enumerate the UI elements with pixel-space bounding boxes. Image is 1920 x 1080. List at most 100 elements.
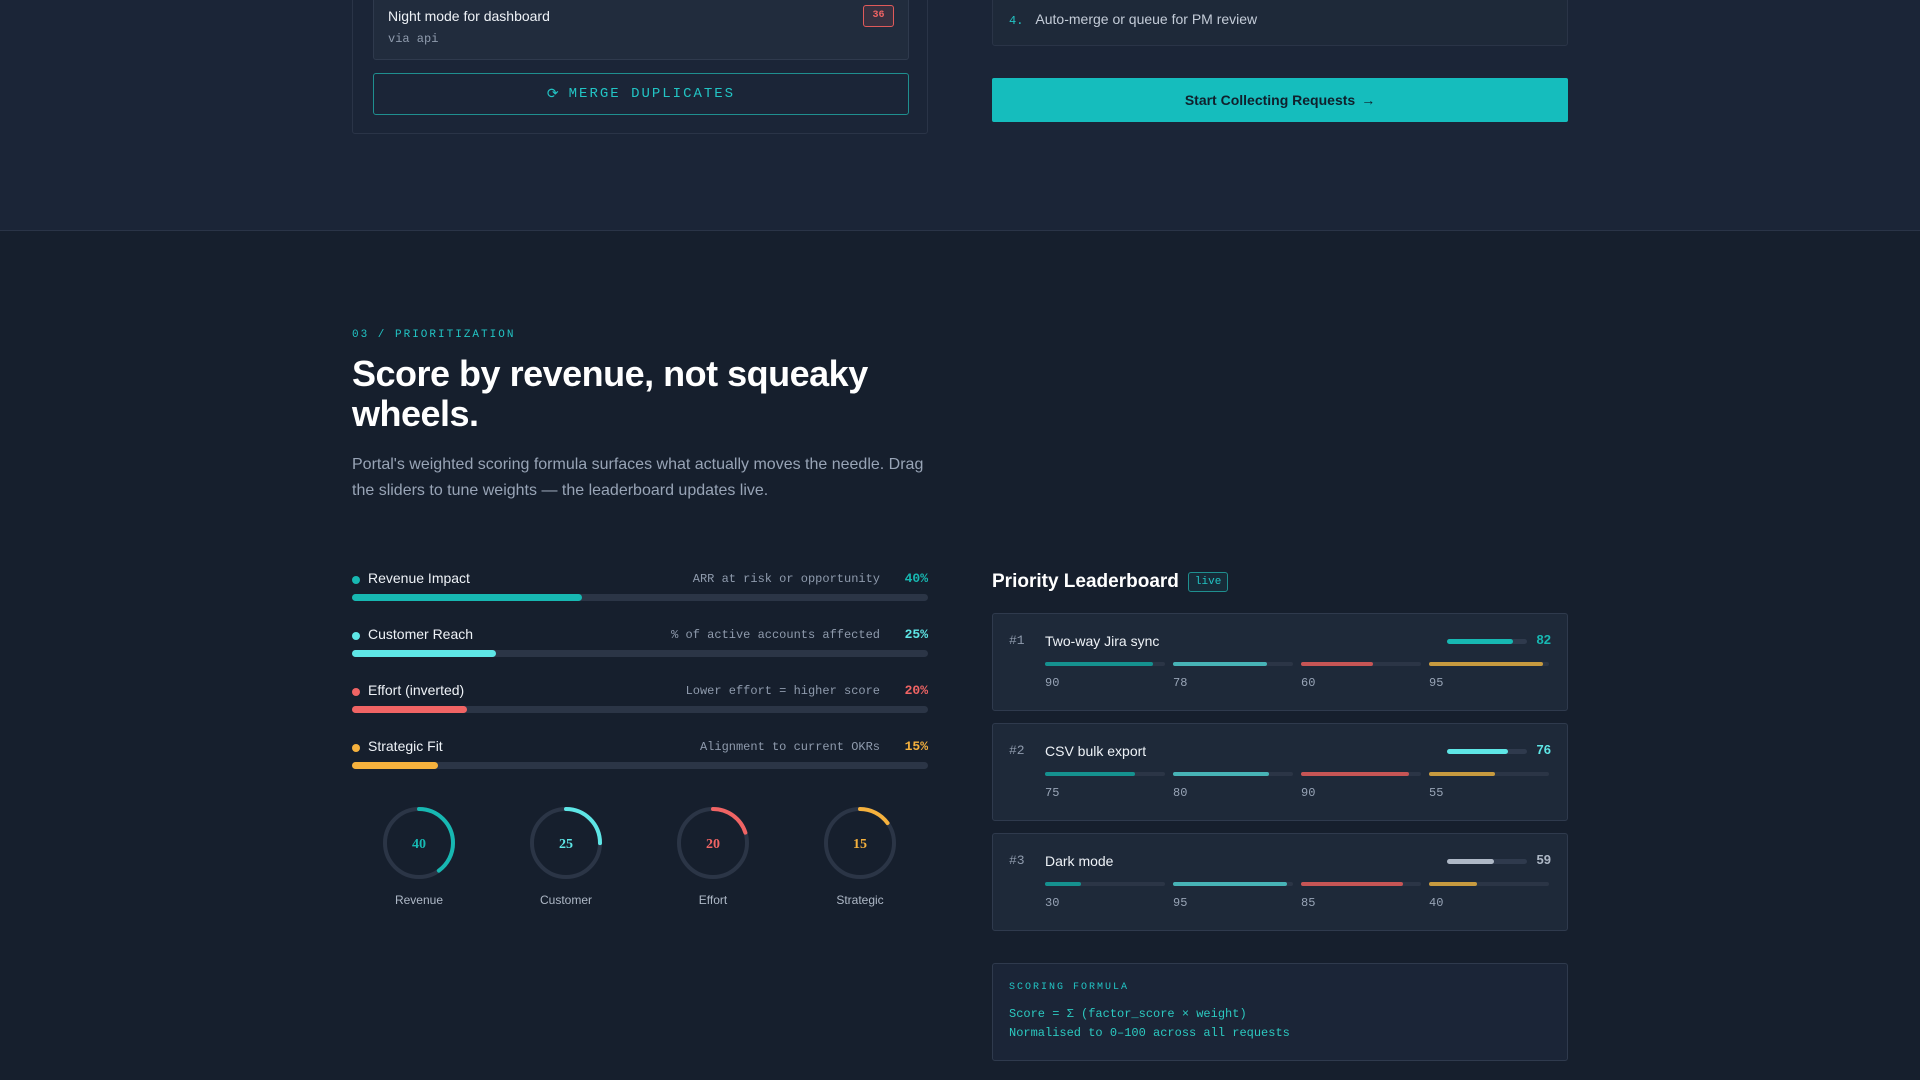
slider-track[interactable]	[352, 762, 928, 769]
start-collecting-label: Start Collecting Requests	[1184, 92, 1356, 108]
factor-bar-fill	[1173, 662, 1267, 666]
score-bar	[1447, 749, 1527, 754]
formula-line: Normalised to 0–100 across all requests	[1009, 1026, 1290, 1040]
customer-dot-icon	[352, 632, 360, 640]
rank-label: #3	[1009, 853, 1025, 868]
section-title: Score by revenue, not squeaky wheels.	[352, 353, 868, 434]
gauge-value: 25	[559, 837, 573, 852]
factor-customer: 95	[1173, 882, 1293, 910]
effort-dot-icon	[352, 688, 360, 696]
section-eyebrow: 03 / PRIORITIZATION	[352, 329, 516, 341]
factor-revenue: 30	[1045, 882, 1165, 910]
step-text: Auto-merge or queue for PM review	[1035, 11, 1258, 27]
gauge-label: Customer	[539, 893, 592, 907]
score-value: 76	[1536, 742, 1551, 757]
factor-strategic: 95	[1429, 662, 1549, 690]
slider-hint: % of active accounts affected	[671, 628, 880, 642]
merge-duplicates-button[interactable]: ⟳ MERGE DUPLICATES	[373, 73, 909, 115]
factor-bar-fill	[1301, 882, 1403, 886]
arrow-right-icon: →	[1361, 92, 1376, 108]
slider-track[interactable]	[352, 650, 928, 657]
request-name: Two-way Jira sync	[1045, 633, 1160, 649]
leaderboard-row[interactable]: #1 Two-way Jira sync 82 90 78 60 95	[992, 613, 1568, 711]
factor-effort: 85	[1301, 882, 1421, 910]
factor-strategic: 55	[1429, 772, 1549, 800]
weight-slider-revenue: Revenue Impact ARR at risk or opportunit…	[352, 570, 928, 610]
factor-effort: 90	[1301, 772, 1421, 800]
slider-percent: 20%	[904, 683, 928, 698]
slider-label: Effort (inverted)	[368, 682, 465, 698]
factor-value: 95	[1173, 896, 1188, 910]
gauge-strategic: 15 Strategic	[810, 805, 910, 915]
factor-value: 78	[1173, 676, 1188, 690]
factor-revenue: 75	[1045, 772, 1165, 800]
slider-hint: ARR at risk or opportunity	[692, 572, 880, 586]
step-number: 4.	[1009, 14, 1024, 28]
factor-bar	[1045, 772, 1165, 776]
gauge-ring: 15	[824, 807, 896, 879]
score-bar-fill	[1447, 749, 1508, 754]
gauge-ring: 40	[383, 807, 455, 879]
slider-fill	[352, 762, 439, 769]
leaderboard-row[interactable]: #2 CSV bulk export 76 75 80 90 55	[992, 723, 1568, 821]
gauge-value: 40	[412, 837, 426, 852]
slider-label: Strategic Fit	[368, 738, 443, 754]
factor-value: 30	[1045, 896, 1060, 910]
start-collecting-button[interactable]: Start Collecting Requests →	[992, 78, 1568, 122]
leaderboard-row[interactable]: #3 Dark mode 59 30 95 85 40	[992, 833, 1568, 931]
factor-value: 60	[1301, 676, 1316, 690]
merge-duplicates-label: MERGE DUPLICATES	[568, 86, 736, 102]
weight-slider-strategic: Strategic Fit Alignment to current OKRs …	[352, 738, 928, 778]
slider-hint: Alignment to current OKRs	[699, 740, 880, 754]
intake-card: Night mode for dashboard via api 36 ⟳ ME…	[352, 0, 928, 134]
request-source: via api	[388, 32, 439, 46]
leaderboard-header: Priority Leaderboard live	[992, 571, 1229, 593]
slider-percent: 15%	[904, 739, 928, 754]
factor-bar-fill	[1429, 882, 1477, 886]
factor-bar-fill	[1045, 772, 1135, 776]
formula-line: Score = Σ (factor_score × weight)	[1009, 1007, 1247, 1021]
gauge-ring: 25	[530, 807, 602, 879]
factor-bar-fill	[1429, 772, 1495, 776]
slider-track[interactable]	[352, 706, 928, 713]
factor-value: 85	[1301, 896, 1316, 910]
factor-bar-fill	[1429, 662, 1543, 666]
gauge-value: 15	[853, 837, 867, 852]
weight-slider-customer: Customer Reach % of active accounts affe…	[352, 626, 928, 666]
previous-section: Night mode for dashboard via api 36 ⟳ ME…	[0, 0, 1920, 231]
request-item[interactable]: Night mode for dashboard via api 36	[373, 0, 909, 60]
refresh-icon: ⟳	[546, 86, 561, 103]
factor-bar-fill	[1045, 882, 1081, 886]
gauge-effort: 20 Effort	[663, 805, 763, 915]
slider-fill	[352, 594, 583, 601]
slider-percent: 40%	[904, 571, 928, 586]
slider-fill	[352, 650, 496, 657]
gauge-label: Effort	[698, 893, 728, 907]
factor-bar	[1429, 882, 1549, 886]
live-badge: live	[1187, 572, 1229, 592]
section-description: Portal's weighted scoring formula surfac…	[352, 456, 924, 499]
gauge-label: Strategic	[836, 893, 884, 907]
factor-customer: 78	[1173, 662, 1293, 690]
revenue-dot-icon	[352, 576, 360, 584]
rank-label: #2	[1009, 743, 1025, 758]
score-bar-fill	[1447, 859, 1495, 864]
factor-value: 80	[1173, 786, 1188, 800]
gauge-customer: 25 Customer	[516, 805, 616, 915]
score-bar	[1447, 859, 1527, 864]
factor-bar	[1301, 662, 1421, 666]
slider-track[interactable]	[352, 594, 928, 601]
factor-bar-fill	[1301, 772, 1409, 776]
formula-title: SCORING FORMULA	[1009, 982, 1130, 993]
gauge-value: 20	[706, 837, 720, 852]
request-title: Night mode for dashboard	[388, 8, 550, 24]
factor-value: 95	[1429, 676, 1444, 690]
factor-bar	[1301, 772, 1421, 776]
factor-bar	[1301, 882, 1421, 886]
score-bar-fill	[1447, 639, 1513, 644]
factor-bar-fill	[1173, 882, 1287, 886]
slider-percent: 25%	[904, 627, 928, 642]
factor-value: 40	[1429, 896, 1444, 910]
vote-count-badge: 36	[863, 5, 894, 27]
gauge-revenue: 40 Revenue	[369, 805, 469, 915]
